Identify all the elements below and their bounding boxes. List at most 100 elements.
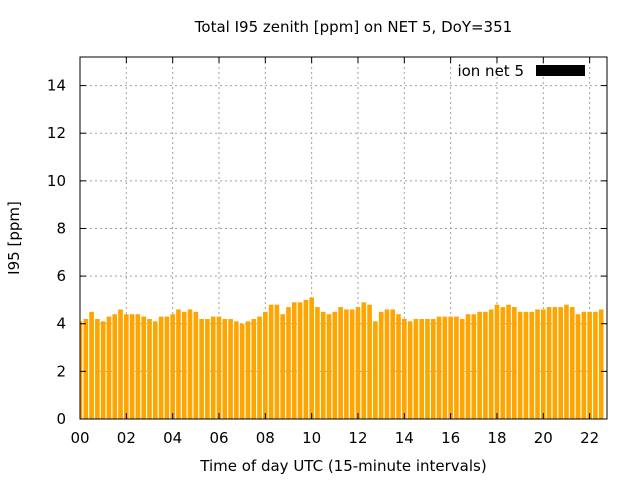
x-tick-label: 20 xyxy=(534,429,553,447)
bar xyxy=(436,316,442,419)
y-tick-label: 0 xyxy=(56,410,66,428)
legend-swatch xyxy=(536,65,585,76)
y-tick-label: 4 xyxy=(56,315,66,333)
bar xyxy=(297,302,303,419)
bars-layer xyxy=(80,297,604,419)
bar xyxy=(280,314,286,419)
bar xyxy=(234,321,239,419)
bar xyxy=(89,311,94,419)
bar xyxy=(430,318,436,419)
bar xyxy=(228,318,233,419)
bar xyxy=(593,311,598,419)
bar xyxy=(274,304,280,419)
bar xyxy=(506,304,511,419)
bar xyxy=(95,318,100,419)
y-tick-label: 6 xyxy=(56,267,66,285)
x-tick-label: 18 xyxy=(487,429,506,447)
bar xyxy=(135,314,141,419)
legend-label: ion net 5 xyxy=(457,62,524,80)
x-tick-label: 10 xyxy=(302,429,321,447)
bar xyxy=(459,318,465,419)
bar xyxy=(268,304,274,419)
bar xyxy=(83,318,89,419)
y-tick-label: 14 xyxy=(47,77,66,95)
bar xyxy=(448,316,453,419)
bar xyxy=(158,316,164,419)
bar xyxy=(552,307,558,419)
bar xyxy=(326,314,332,419)
bar xyxy=(147,318,152,419)
bar xyxy=(442,316,448,419)
bar xyxy=(286,307,291,419)
bar xyxy=(176,309,181,419)
bar xyxy=(349,309,355,419)
bar xyxy=(332,311,338,419)
bar xyxy=(581,311,587,419)
x-axis-label: Time of day UTC (15-minute intervals) xyxy=(199,457,486,475)
bar xyxy=(187,309,193,419)
bar xyxy=(407,321,413,419)
bar xyxy=(500,307,506,419)
y-axis-label: I95 [ppm] xyxy=(5,201,23,275)
x-tick-label: 12 xyxy=(348,429,367,447)
bar xyxy=(361,302,367,419)
bar xyxy=(488,309,494,419)
bar xyxy=(100,321,106,419)
bar xyxy=(118,309,123,419)
bar xyxy=(315,307,320,419)
x-tick-label: 04 xyxy=(163,429,182,447)
bar xyxy=(106,316,112,419)
bar xyxy=(401,318,407,419)
y-tick-label: 12 xyxy=(47,124,66,142)
bar xyxy=(483,311,488,419)
bar xyxy=(512,307,517,419)
x-tick-label: 06 xyxy=(209,429,228,447)
plot-frame xyxy=(79,56,608,420)
bar xyxy=(413,318,419,419)
bar xyxy=(471,314,477,419)
bar xyxy=(598,309,604,419)
bar xyxy=(210,316,216,419)
bar xyxy=(396,314,401,419)
bar xyxy=(529,311,535,419)
bar xyxy=(170,314,175,419)
x-tick-label: 16 xyxy=(441,429,460,447)
bar xyxy=(587,311,592,419)
bar xyxy=(344,309,349,419)
bar xyxy=(263,311,268,419)
bar xyxy=(378,311,384,419)
bar xyxy=(124,314,129,419)
chart-title: Total I95 zenith [ppm] on NET 5, DoY=351 xyxy=(194,18,512,36)
bar xyxy=(523,311,529,419)
bar xyxy=(419,318,424,419)
bar xyxy=(199,318,204,419)
bar xyxy=(546,307,552,419)
x-tick-label: 08 xyxy=(256,429,275,447)
bar xyxy=(239,323,245,419)
bar xyxy=(564,304,569,419)
bar xyxy=(205,318,210,419)
y-tick-label: 2 xyxy=(56,362,66,380)
bar xyxy=(338,307,343,419)
x-tick-label: 14 xyxy=(395,429,414,447)
bar xyxy=(141,316,147,419)
bar xyxy=(517,311,523,419)
bar xyxy=(251,318,257,419)
bar xyxy=(129,314,135,419)
bar xyxy=(320,311,326,419)
bar xyxy=(384,309,390,419)
bar xyxy=(193,311,199,419)
bar xyxy=(112,314,118,419)
bar xyxy=(245,321,251,419)
bar xyxy=(494,304,500,419)
bar xyxy=(152,321,158,419)
bar xyxy=(164,316,170,419)
bar xyxy=(373,321,378,419)
bar xyxy=(80,321,83,419)
bar xyxy=(465,314,471,419)
bar xyxy=(477,311,482,419)
x-tick-label: 02 xyxy=(117,429,136,447)
bar xyxy=(425,318,430,419)
